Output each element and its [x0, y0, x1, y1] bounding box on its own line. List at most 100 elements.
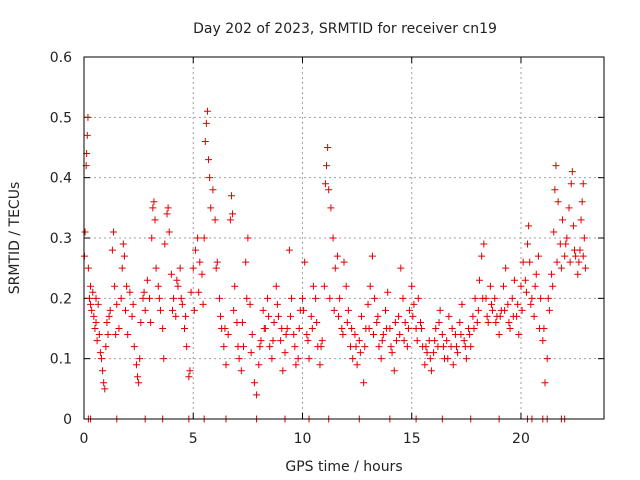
data-point	[527, 300, 535, 308]
data-point	[238, 318, 246, 326]
data-point	[104, 331, 112, 339]
data-point	[279, 367, 287, 375]
data-point	[167, 270, 175, 278]
data-point	[532, 270, 540, 278]
data-point	[320, 282, 328, 290]
data-point	[106, 306, 114, 314]
data-point	[435, 318, 443, 326]
data-point	[148, 234, 156, 242]
data-point	[348, 325, 356, 332]
data-point	[316, 361, 324, 369]
data-point	[379, 331, 387, 339]
data-point	[118, 264, 126, 272]
data-point	[191, 246, 199, 254]
data-point	[436, 306, 444, 314]
data-point	[471, 294, 479, 302]
data-point	[147, 318, 155, 326]
data-point	[140, 288, 148, 296]
data-point	[470, 325, 478, 332]
x-axis-label: GPS time / hours	[285, 459, 402, 475]
data-point	[355, 337, 363, 345]
data-point	[439, 343, 447, 351]
y-tick-label: 0.3	[50, 231, 72, 247]
x-tick-label: 15	[403, 431, 421, 447]
data-point	[173, 276, 181, 284]
data-point	[231, 282, 239, 290]
data-point	[554, 198, 562, 206]
data-point	[333, 252, 341, 260]
data-point	[84, 264, 92, 272]
data-point	[502, 264, 510, 272]
data-point	[176, 264, 184, 272]
data-point	[329, 234, 337, 242]
data-point	[304, 337, 312, 345]
data-point	[205, 156, 213, 164]
data-point	[124, 331, 132, 339]
data-point	[85, 294, 93, 302]
data-point	[475, 276, 483, 284]
data-point	[469, 312, 477, 320]
data-point	[578, 198, 586, 206]
data-point	[545, 306, 553, 314]
data-point	[274, 312, 282, 320]
data-point	[340, 258, 348, 266]
data-point	[444, 355, 452, 363]
data-point	[199, 300, 207, 308]
data-point	[250, 379, 258, 387]
data-point	[137, 318, 145, 326]
data-point	[295, 325, 303, 332]
data-point	[335, 312, 343, 320]
data-point	[365, 325, 373, 332]
data-point	[551, 186, 559, 194]
data-point	[528, 294, 536, 302]
data-point	[338, 325, 346, 332]
data-point	[172, 312, 180, 320]
data-point	[87, 300, 95, 308]
data-point	[413, 337, 421, 345]
data-point	[247, 349, 255, 357]
data-point	[505, 318, 513, 326]
data-point	[484, 318, 492, 326]
data-point	[392, 337, 400, 345]
data-point	[517, 282, 525, 290]
data-point	[221, 325, 229, 332]
data-point	[123, 282, 131, 290]
data-point	[438, 331, 446, 339]
data-point	[323, 162, 331, 170]
data-point	[128, 312, 136, 320]
data-point	[478, 252, 486, 260]
data-point	[194, 234, 202, 242]
data-point	[397, 264, 405, 272]
data-point	[186, 367, 194, 375]
data-point	[553, 258, 561, 266]
data-point	[399, 294, 407, 302]
data-point	[93, 337, 101, 345]
data-point	[212, 264, 220, 272]
data-point	[572, 252, 580, 260]
data-point	[246, 300, 254, 308]
data-point	[369, 331, 377, 339]
data-point	[187, 288, 195, 296]
data-point	[575, 258, 583, 266]
data-point	[291, 343, 299, 351]
y-tick-label: 0.5	[50, 110, 72, 126]
data-point	[480, 240, 488, 248]
data-point	[361, 343, 369, 351]
data-point	[309, 282, 317, 290]
data-point	[101, 385, 109, 393]
data-point	[265, 312, 273, 320]
data-point	[198, 270, 206, 278]
data-point	[94, 300, 102, 308]
data-point	[519, 258, 527, 266]
data-point	[487, 300, 495, 308]
data-point	[202, 119, 210, 127]
data-point	[400, 337, 408, 345]
data-point	[102, 343, 110, 351]
data-point	[226, 216, 234, 224]
data-point	[474, 306, 482, 314]
data-point	[462, 355, 470, 363]
data-point	[526, 258, 534, 266]
data-point	[243, 294, 251, 302]
data-point	[378, 337, 386, 345]
data-point	[558, 216, 566, 224]
